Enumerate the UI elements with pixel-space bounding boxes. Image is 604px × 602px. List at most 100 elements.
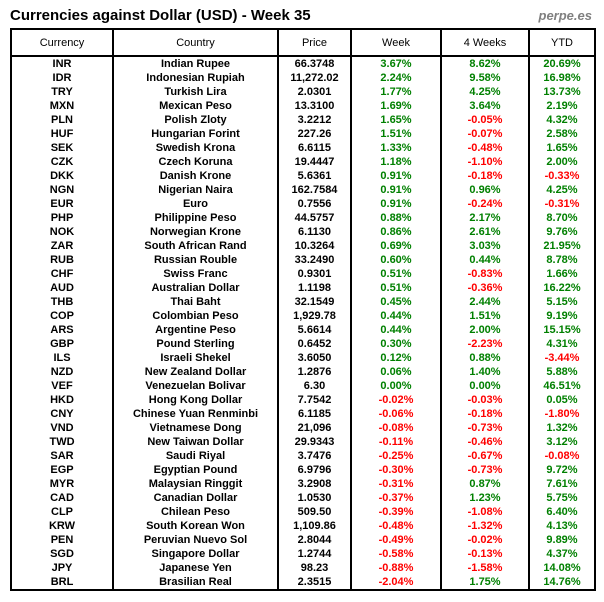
table-row: EGP Egyptian Pound 6.9796 -0.30% -0.73% 9.72% bbox=[10, 463, 596, 477]
table-row: PEN Peruvian Nuevo Sol 2.8044 -0.49% -0.02% 9… bbox=[10, 533, 596, 547]
cell-ytd: 2.00% bbox=[528, 155, 596, 169]
cell-price: 2.3515 bbox=[277, 575, 352, 590]
cell-week: -0.31% bbox=[350, 477, 442, 491]
cell-week: 0.60% bbox=[350, 253, 442, 267]
col-header-country: Country bbox=[112, 28, 279, 57]
cell-ytd: 7.61% bbox=[528, 477, 596, 491]
cell-week: 1.18% bbox=[350, 155, 442, 169]
cell-4weeks: 0.88% bbox=[440, 351, 530, 365]
cell-price: 13.3100 bbox=[277, 99, 352, 113]
table-header: Currency Country Price Week 4 Weeks YTD bbox=[10, 28, 596, 57]
cell-ytd: 9.89% bbox=[528, 533, 596, 547]
cell-currency-code: COP bbox=[10, 309, 114, 323]
cell-country: Swedish Krona bbox=[112, 141, 279, 155]
table-row: SEK Swedish Krona 6.6115 1.33% -0.48% 1.65% bbox=[10, 141, 596, 155]
table-row: MYR Malaysian Ringgit 3.2908 -0.31% 0.87% 7.6… bbox=[10, 477, 596, 491]
cell-currency-code: MYR bbox=[10, 477, 114, 491]
cell-country: Swiss Franc bbox=[112, 267, 279, 281]
cell-week: 0.88% bbox=[350, 211, 442, 225]
col-header-ytd: YTD bbox=[528, 28, 596, 57]
cell-week: 0.44% bbox=[350, 323, 442, 337]
cell-currency-code: TWD bbox=[10, 435, 114, 449]
table-row: CLP Chilean Peso 509.50 -0.39% -1.08% 6.40% bbox=[10, 505, 596, 519]
table-row: NZD New Zealand Dollar 1.2876 0.06% 1.40% 5.8… bbox=[10, 365, 596, 379]
table-row: PHP Philippine Peso 44.5757 0.88% 2.17% 8.70% bbox=[10, 211, 596, 225]
cell-currency-code: RUB bbox=[10, 253, 114, 267]
cell-price: 7.7542 bbox=[277, 393, 352, 407]
cell-currency-code: CNY bbox=[10, 407, 114, 421]
cell-week: 0.69% bbox=[350, 239, 442, 253]
table-row: HKD Hong Kong Dollar 7.7542 -0.02% -0.03% 0.0… bbox=[10, 393, 596, 407]
cell-4weeks: 2.61% bbox=[440, 225, 530, 239]
cell-currency-code: HKD bbox=[10, 393, 114, 407]
cell-week: 3.67% bbox=[350, 56, 442, 71]
cell-currency-code: NZD bbox=[10, 365, 114, 379]
cell-currency-code: CZK bbox=[10, 155, 114, 169]
cell-4weeks: -0.73% bbox=[440, 421, 530, 435]
cell-currency-code: BRL bbox=[10, 575, 114, 590]
cell-4weeks: -1.08% bbox=[440, 505, 530, 519]
cell-4weeks: -0.67% bbox=[440, 449, 530, 463]
cell-4weeks: 2.17% bbox=[440, 211, 530, 225]
cell-price: 1,929.78 bbox=[277, 309, 352, 323]
cell-ytd: 5.75% bbox=[528, 491, 596, 505]
cell-country: Peruvian Nuevo Sol bbox=[112, 533, 279, 547]
cell-week: -0.30% bbox=[350, 463, 442, 477]
table-row: BRL Brasilian Real 2.3515 -2.04% 1.75% 14.76% bbox=[10, 575, 596, 590]
cell-4weeks: -0.46% bbox=[440, 435, 530, 449]
cell-price: 21,096 bbox=[277, 421, 352, 435]
cell-country: Saudi Riyal bbox=[112, 449, 279, 463]
cell-currency-code: ZAR bbox=[10, 239, 114, 253]
cell-4weeks: 2.00% bbox=[440, 323, 530, 337]
cell-ytd: 16.22% bbox=[528, 281, 596, 295]
cell-country: Brasilian Real bbox=[112, 575, 279, 590]
cell-ytd: -1.80% bbox=[528, 407, 596, 421]
cell-week: -2.04% bbox=[350, 575, 442, 590]
table-row: IDR Indonesian Rupiah 11,272.02 2.24% 9.58% 1… bbox=[10, 71, 596, 85]
cell-price: 11,272.02 bbox=[277, 71, 352, 85]
cell-ytd: 14.76% bbox=[528, 575, 596, 590]
cell-price: 2.8044 bbox=[277, 533, 352, 547]
cell-week: -0.88% bbox=[350, 561, 442, 575]
cell-4weeks: -0.24% bbox=[440, 197, 530, 211]
table-row: ARS Argentine Peso 5.6614 0.44% 2.00% 15.15% bbox=[10, 323, 596, 337]
cell-week: 1.51% bbox=[350, 127, 442, 141]
cell-ytd: 9.19% bbox=[528, 309, 596, 323]
cell-country: Indian Rupee bbox=[112, 56, 279, 71]
table-row: VND Vietnamese Dong 21,096 -0.08% -0.73% 1.32… bbox=[10, 421, 596, 435]
cell-price: 6.1130 bbox=[277, 225, 352, 239]
cell-week: 0.91% bbox=[350, 169, 442, 183]
table-row: JPY Japanese Yen 98.23 -0.88% -1.58% 14.08% bbox=[10, 561, 596, 575]
cell-ytd: 9.76% bbox=[528, 225, 596, 239]
cell-4weeks: -0.02% bbox=[440, 533, 530, 547]
table-row: AUD Australian Dollar 1.1198 0.51% -0.36% 16.… bbox=[10, 281, 596, 295]
cell-ytd: 1.65% bbox=[528, 141, 596, 155]
cell-4weeks: -1.32% bbox=[440, 519, 530, 533]
cell-country: Israeli Shekel bbox=[112, 351, 279, 365]
cell-4weeks: 0.00% bbox=[440, 379, 530, 393]
cell-price: 3.6050 bbox=[277, 351, 352, 365]
cell-currency-code: MXN bbox=[10, 99, 114, 113]
cell-currency-code: VEF bbox=[10, 379, 114, 393]
cell-price: 1.2744 bbox=[277, 547, 352, 561]
cell-4weeks: 0.44% bbox=[440, 253, 530, 267]
table-row: ZAR South African Rand 10.3264 0.69% 3.03% 21… bbox=[10, 239, 596, 253]
cell-week: -0.08% bbox=[350, 421, 442, 435]
table-row: ILS Israeli Shekel 3.6050 0.12% 0.88% -3.44% bbox=[10, 351, 596, 365]
table-row: THB Thai Baht 32.1549 0.45% 2.44% 5.15% bbox=[10, 295, 596, 309]
cell-4weeks: 1.23% bbox=[440, 491, 530, 505]
cell-ytd: -0.08% bbox=[528, 449, 596, 463]
table-row: VEF Venezuelan Bolivar 6.30 0.00% 0.00% 46.51… bbox=[10, 379, 596, 393]
cell-currency-code: NGN bbox=[10, 183, 114, 197]
cell-price: 3.2212 bbox=[277, 113, 352, 127]
cell-price: 29.9343 bbox=[277, 435, 352, 449]
cell-ytd: -0.31% bbox=[528, 197, 596, 211]
cell-currency-code: CAD bbox=[10, 491, 114, 505]
cell-country: Norwegian Krone bbox=[112, 225, 279, 239]
cell-country: South Korean Won bbox=[112, 519, 279, 533]
currency-table: Currency Country Price Week 4 Weeks YTD … bbox=[10, 28, 596, 591]
cell-4weeks: -0.83% bbox=[440, 267, 530, 281]
cell-ytd: -3.44% bbox=[528, 351, 596, 365]
col-header-price: Price bbox=[277, 28, 352, 57]
cell-ytd: 5.88% bbox=[528, 365, 596, 379]
